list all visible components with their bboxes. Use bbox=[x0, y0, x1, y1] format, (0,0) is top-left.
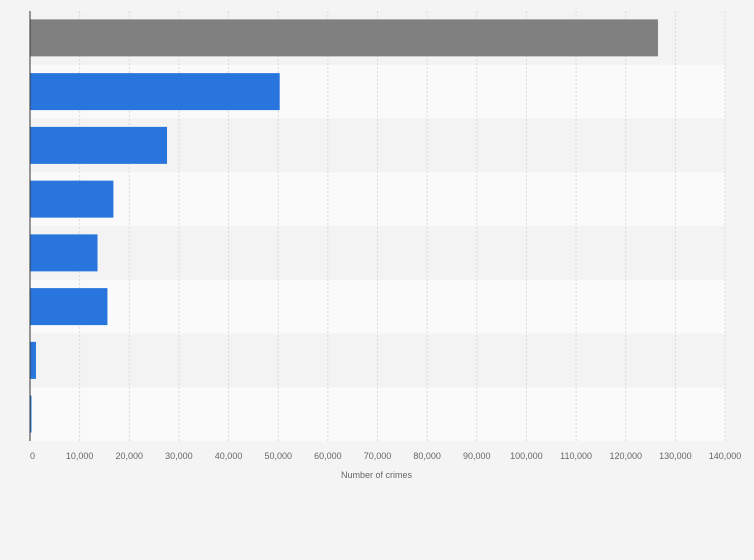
x-tick-label: 40,000 bbox=[215, 451, 243, 461]
x-tick-label: 80,000 bbox=[413, 451, 441, 461]
bar[interactable] bbox=[30, 341, 36, 379]
x-tick-labels: 0 10,000 20,000 30,000 40,000 50,000 60,000 70,… bbox=[30, 451, 741, 461]
x-tick-label: 20,000 bbox=[116, 451, 144, 461]
x-tick-label: 50,000 bbox=[264, 451, 292, 461]
bar[interactable] bbox=[30, 234, 98, 272]
x-tick-label: 100,000 bbox=[510, 451, 543, 461]
bar[interactable] bbox=[30, 19, 658, 57]
bar[interactable] bbox=[30, 395, 32, 433]
bar[interactable] bbox=[30, 73, 280, 111]
x-tick-label: 120,000 bbox=[609, 451, 642, 461]
x-tick-label: 90,000 bbox=[463, 451, 491, 461]
bars bbox=[30, 19, 658, 433]
x-tick-label: 110,000 bbox=[560, 451, 592, 461]
bar[interactable] bbox=[30, 126, 168, 164]
bar[interactable] bbox=[30, 288, 108, 326]
x-tick-label: 60,000 bbox=[314, 451, 342, 461]
x-tick-label: 30,000 bbox=[165, 451, 193, 461]
x-tick-label: 130,000 bbox=[659, 451, 692, 461]
bar[interactable] bbox=[30, 180, 114, 218]
x-tick-label: 10,000 bbox=[66, 451, 94, 461]
x-tick-label: 140,000 bbox=[709, 451, 742, 461]
x-tick-label: 70,000 bbox=[364, 451, 392, 461]
x-tick-label: 0 bbox=[30, 451, 35, 461]
x-axis-title: Number of crimes bbox=[341, 470, 413, 480]
